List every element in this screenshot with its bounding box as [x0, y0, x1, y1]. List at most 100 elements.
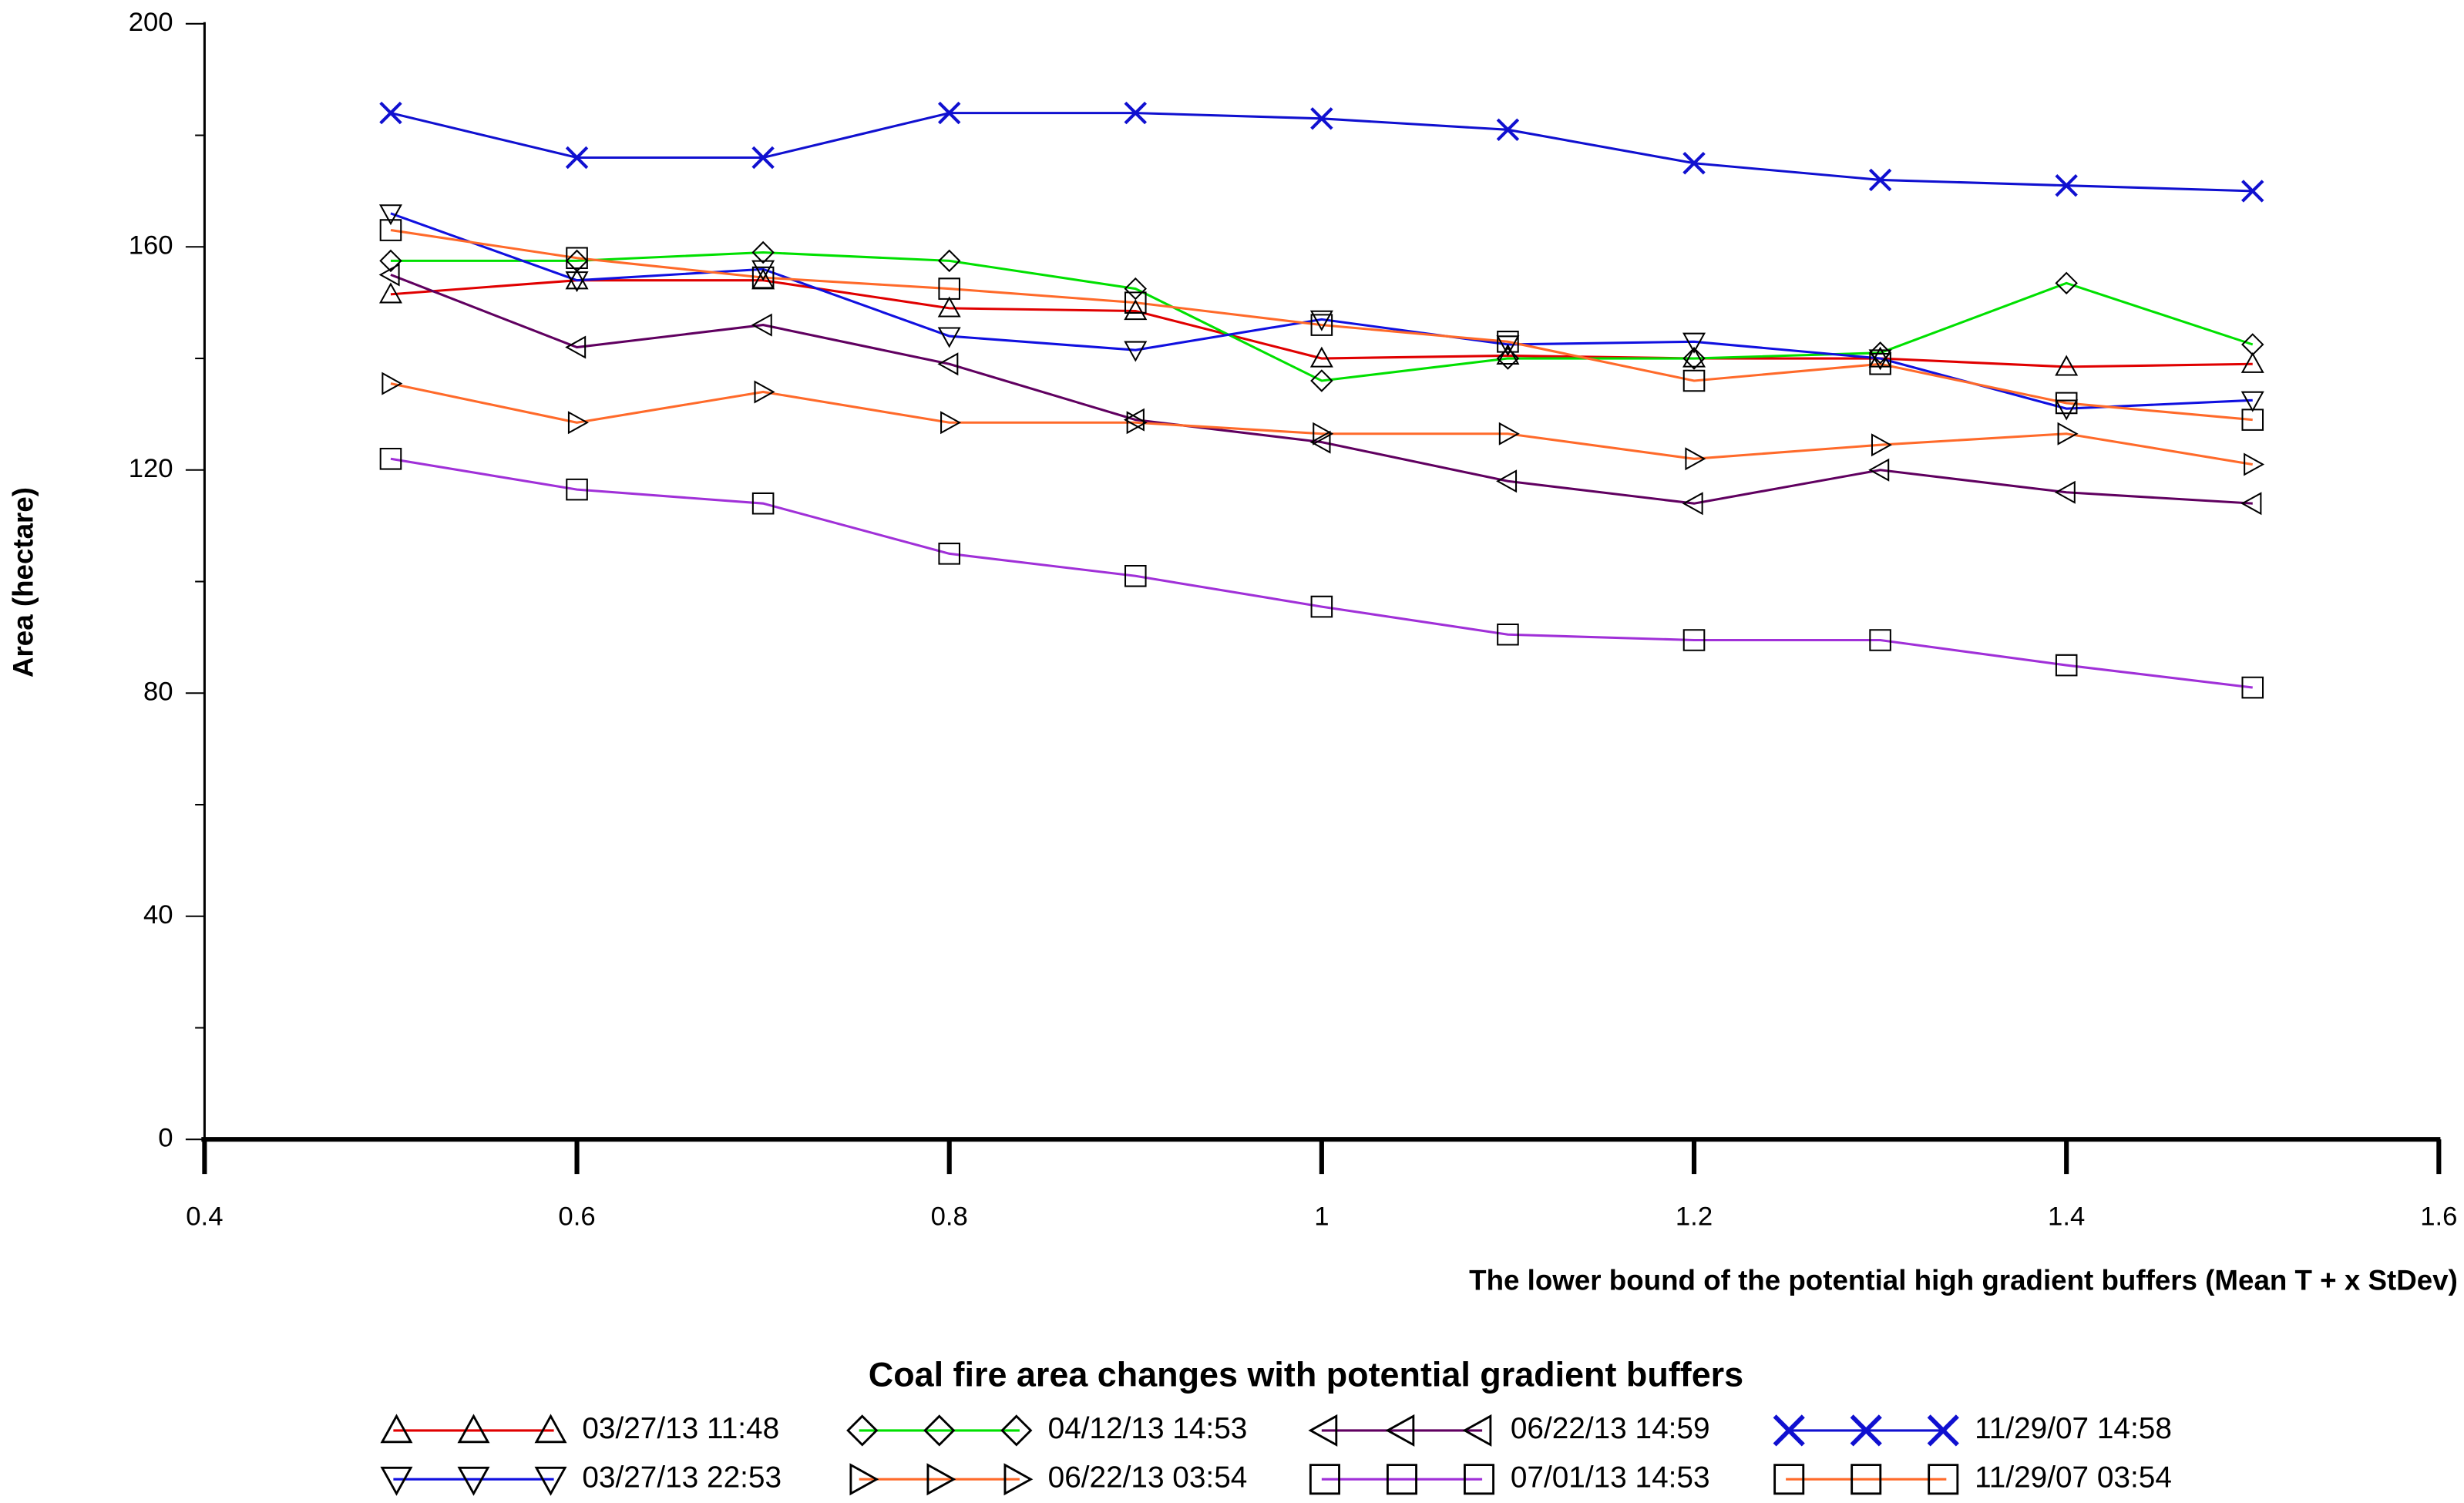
y-tick-label: 120 [129, 454, 173, 483]
marker [2057, 422, 2079, 446]
marker [2241, 180, 2264, 203]
marker [2055, 654, 2078, 677]
marker [1123, 408, 1145, 432]
marker [2055, 271, 2078, 295]
series-line [390, 212, 2253, 410]
legend-marker [1385, 1414, 1415, 1447]
marker [565, 268, 589, 290]
marker [937, 249, 961, 273]
marker [938, 277, 960, 300]
series-line [390, 457, 2253, 689]
marker [1682, 492, 1703, 516]
marker [1868, 341, 1892, 365]
legend-label: 06/22/13 14:59 [1511, 1412, 1710, 1445]
marker [1309, 310, 1333, 331]
marker [754, 380, 775, 404]
y-tick-label: 200 [129, 8, 173, 37]
chart-title: Coal fire area changes with potential gr… [869, 1354, 1743, 1394]
marker [565, 249, 589, 273]
marker [378, 282, 402, 304]
x-tick-label: 1.4 [2048, 1202, 2085, 1231]
legend-marker [849, 1463, 879, 1496]
marker [937, 327, 961, 348]
marker [937, 101, 961, 125]
legend-marker [1003, 1463, 1034, 1496]
marker [567, 411, 589, 435]
y-axis-label: Area (hectare) [7, 487, 39, 678]
marker [1309, 346, 1333, 368]
marker [1496, 344, 1520, 365]
series-line [390, 274, 2253, 505]
legend-marker [1309, 1464, 1340, 1495]
marker [1496, 118, 1520, 142]
marker [1869, 352, 1891, 375]
marker [751, 240, 775, 264]
legend-marker [1928, 1464, 1959, 1495]
x-tick-label: 1.6 [2420, 1202, 2457, 1231]
legend-marker [1773, 1464, 1805, 1495]
legend-label: 07/01/13 14:53 [1511, 1461, 1710, 1494]
marker [379, 448, 402, 470]
marker [1685, 447, 1706, 471]
marker [1126, 411, 1148, 435]
marker [1497, 331, 1519, 353]
marker [379, 219, 402, 241]
legend-marker [534, 1466, 567, 1496]
marker [1310, 314, 1333, 336]
marker [751, 313, 772, 337]
marker [1496, 469, 1518, 493]
marker [1310, 595, 1333, 618]
marker [937, 352, 959, 376]
marker [2241, 333, 2264, 356]
marker [2055, 173, 2078, 197]
legend-marker [1000, 1414, 1033, 1447]
marker [1498, 422, 1520, 446]
series-line [390, 229, 2253, 422]
marker [1124, 101, 1148, 125]
marker [1869, 629, 1891, 651]
x-tick-label: 1.2 [1676, 1202, 1713, 1231]
marker [1309, 430, 1331, 454]
marker [379, 249, 402, 273]
marker [2240, 492, 2262, 516]
marker [1124, 564, 1147, 587]
marker [378, 263, 400, 287]
marker [1682, 152, 1706, 175]
series-line [390, 382, 2254, 466]
marker [751, 266, 775, 289]
legend-marker [534, 1414, 567, 1444]
marker [2241, 676, 2264, 699]
marker [1682, 629, 1706, 651]
marker [1682, 369, 1706, 392]
marker [751, 260, 775, 281]
marker [2240, 391, 2264, 412]
marker [1496, 335, 1520, 357]
legend-marker [1462, 1414, 1492, 1447]
marker [1124, 277, 1148, 301]
x-axis-label: The lower bound of the potential high gr… [1469, 1265, 2458, 1296]
legend-label: 04/12/13 14:53 [1048, 1412, 1248, 1445]
marker [1868, 458, 1890, 482]
marker [1871, 433, 1892, 457]
y-tick-label: 0 [158, 1123, 173, 1152]
legend-marker [846, 1414, 879, 1447]
marker [1868, 349, 1892, 371]
marker [751, 146, 775, 170]
marker [565, 335, 587, 359]
marker [1682, 332, 1706, 354]
y-tick-label: 40 [143, 900, 173, 930]
marker [382, 372, 403, 395]
marker [1124, 291, 1147, 314]
series-line [390, 279, 2253, 368]
marker [1124, 299, 1148, 321]
x-tick-label: 0.6 [558, 1202, 595, 1231]
x-tick-label: 0.8 [931, 1202, 968, 1231]
legend-marker [1850, 1414, 1882, 1447]
marker [565, 146, 589, 170]
legend-marker [926, 1463, 956, 1496]
marker [1313, 422, 1334, 446]
marker [940, 411, 962, 435]
marker [2241, 409, 2264, 431]
legend-marker [1773, 1414, 1805, 1447]
